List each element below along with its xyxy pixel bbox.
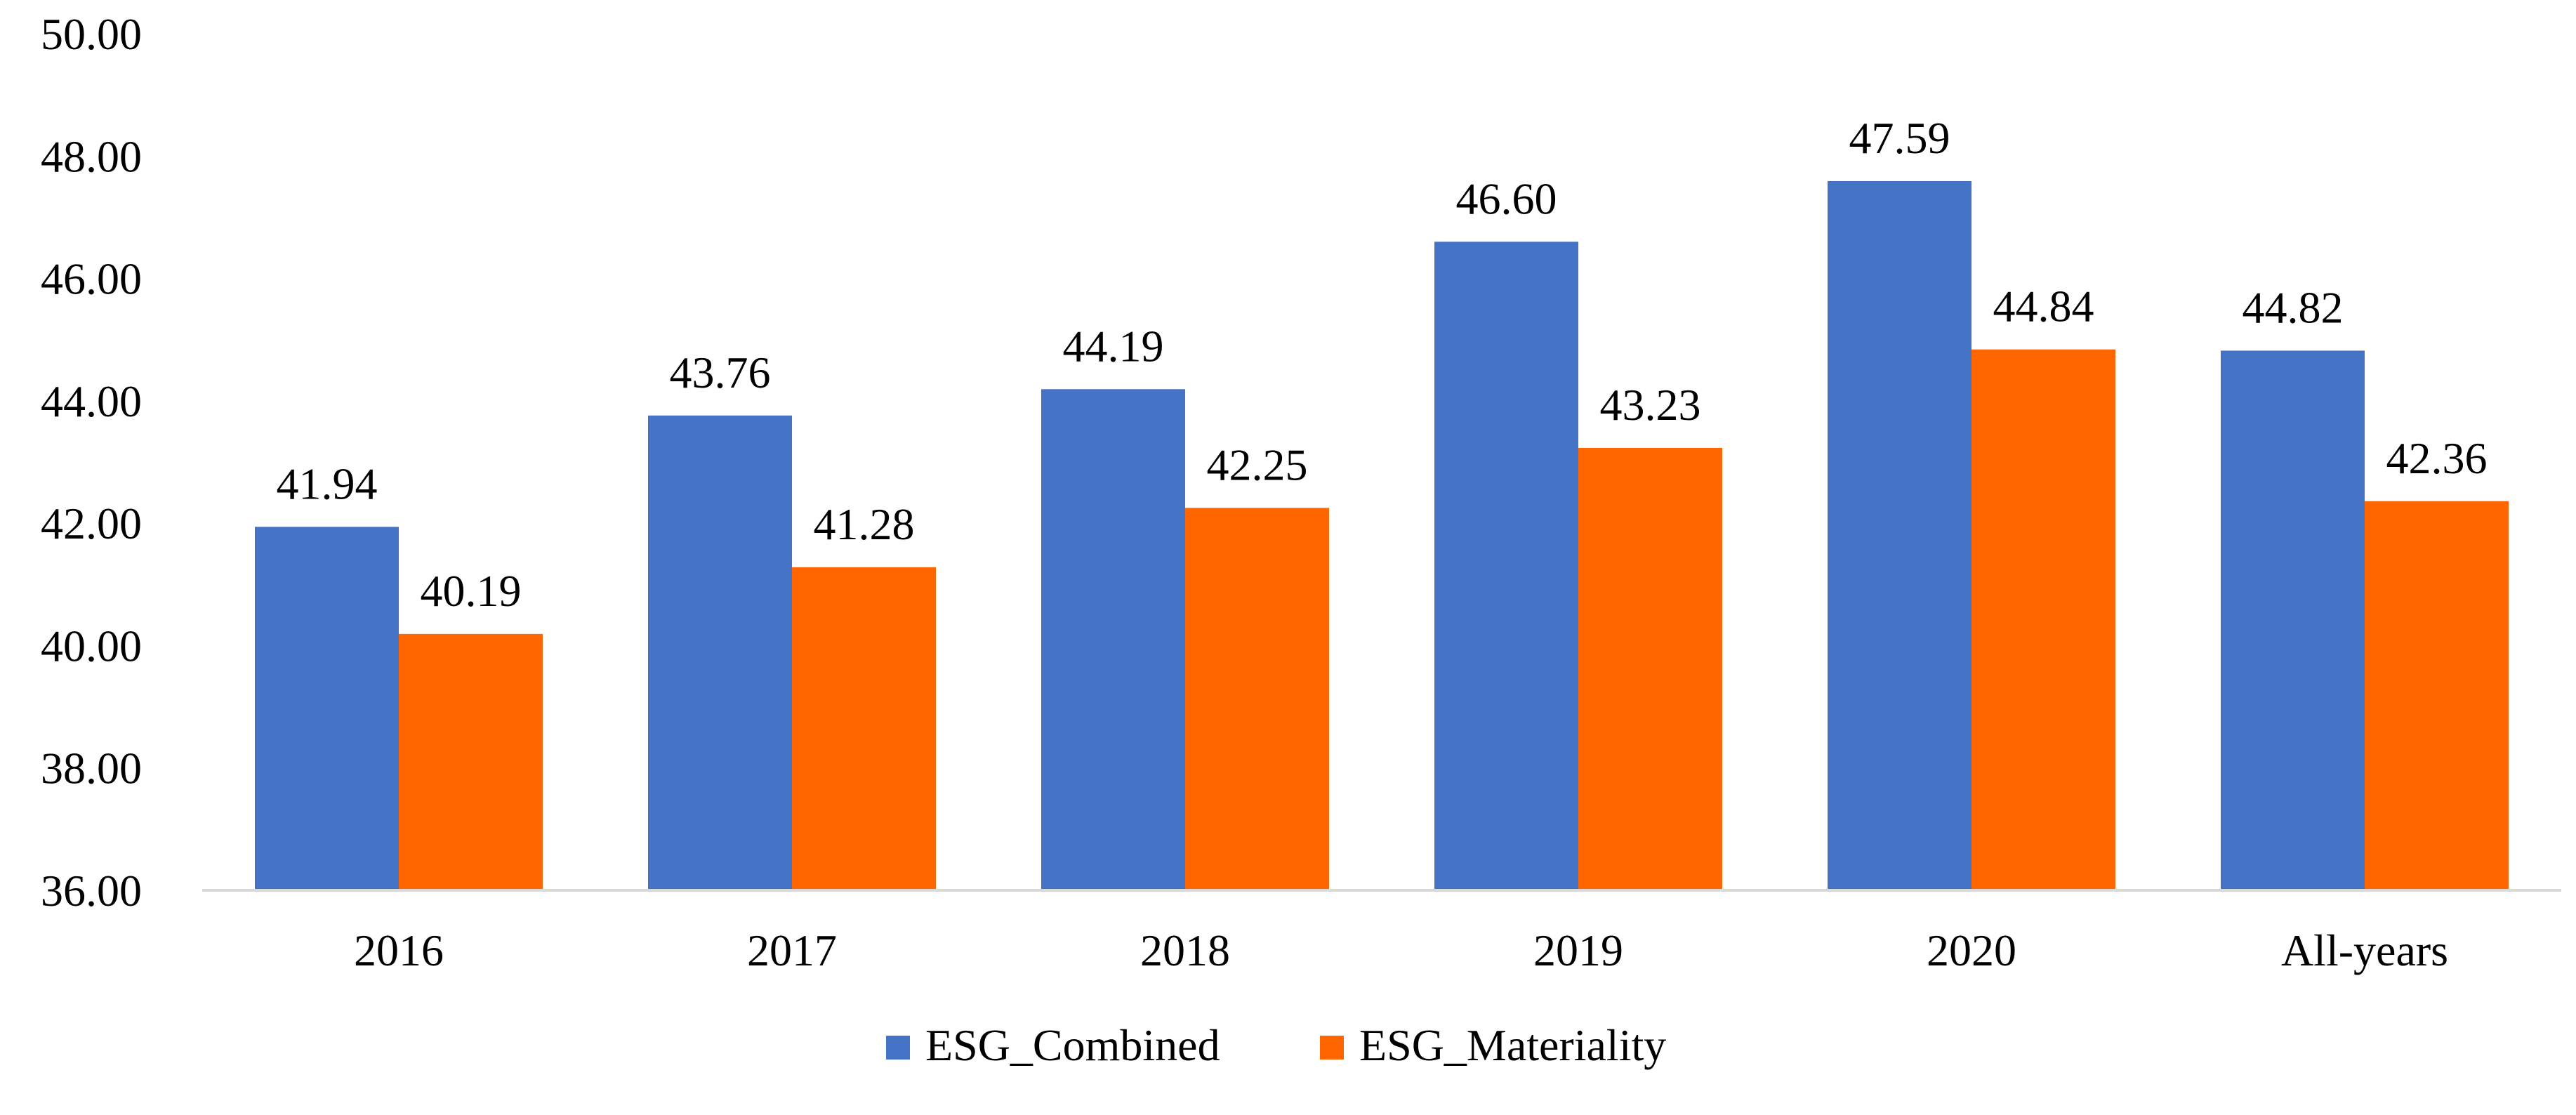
- bar-esg-materiality-2020: [1971, 349, 2115, 891]
- y-tick-label: 46.00: [41, 254, 142, 304]
- legend-label: ESG_Materiality: [1359, 1020, 1666, 1070]
- data-label: 46.60: [1456, 173, 1557, 223]
- legend-label: ESG_Combined: [925, 1020, 1220, 1070]
- bar-esg-combined-2019: [1434, 242, 1578, 890]
- value-labels: 41.94 40.19 43.76 41.28 44.19 42.25 46.60 43.23…: [277, 113, 2488, 616]
- data-label: 44.82: [2243, 282, 2344, 332]
- data-label: 43.76: [670, 348, 771, 397]
- data-label: 44.19: [1063, 321, 1164, 371]
- data-label: 41.28: [814, 499, 915, 549]
- bar-esg-materiality-all-years: [2365, 501, 2509, 890]
- x-tick-label: 2016: [354, 925, 444, 975]
- legend-item-esg-materiality: ESG_Materiality: [1320, 1020, 1666, 1070]
- x-axis: 2016 2017 2018 2019 2020 All-years: [202, 889, 2561, 975]
- bar-esg-combined-2020: [1828, 181, 1971, 890]
- data-label: 42.25: [1207, 440, 1308, 489]
- legend-swatch: [1320, 1036, 1344, 1060]
- bars: [255, 181, 2509, 891]
- y-tick-label: 38.00: [41, 744, 142, 793]
- bar-esg-materiality-2016: [399, 633, 543, 890]
- bar-esg-combined-2018: [1041, 389, 1185, 890]
- y-tick-label: 36.00: [41, 866, 142, 916]
- data-label: 40.19: [421, 566, 522, 616]
- legend: ESG_Combined ESG_Materiality: [886, 1020, 1666, 1070]
- x-tick-label: 2020: [1927, 925, 2016, 975]
- y-tick-label: 48.00: [41, 131, 142, 181]
- bar-esg-combined-2017: [648, 415, 792, 890]
- x-tick-label: 2017: [747, 925, 837, 975]
- legend-swatch: [886, 1036, 910, 1060]
- x-tick-label: All-years: [2281, 925, 2448, 975]
- data-label: 41.94: [277, 458, 378, 508]
- bar-esg-combined-all-years: [2221, 350, 2365, 890]
- y-tick-label: 40.00: [41, 621, 142, 671]
- y-tick-label: 44.00: [41, 376, 142, 426]
- x-tick-label: 2019: [1533, 925, 1623, 975]
- bar-esg-combined-2016: [255, 527, 399, 890]
- data-label: 47.59: [1849, 113, 1950, 163]
- legend-item-esg-combined: ESG_Combined: [886, 1020, 1220, 1070]
- bar-esg-materiality-2017: [792, 567, 936, 890]
- bar-esg-materiality-2018: [1185, 508, 1329, 890]
- y-tick-label: 50.00: [41, 9, 142, 59]
- y-tick-label: 42.00: [41, 499, 142, 548]
- x-tick-label: 2018: [1140, 925, 1230, 975]
- data-label: 43.23: [1600, 380, 1701, 430]
- y-axis: 36.00 38.00 40.00 42.00 44.00 46.00 48.00 50.00: [41, 9, 142, 916]
- data-label: 44.84: [1993, 282, 2094, 331]
- data-label: 42.36: [2386, 433, 2488, 483]
- bar-esg-materiality-2019: [1578, 447, 1722, 890]
